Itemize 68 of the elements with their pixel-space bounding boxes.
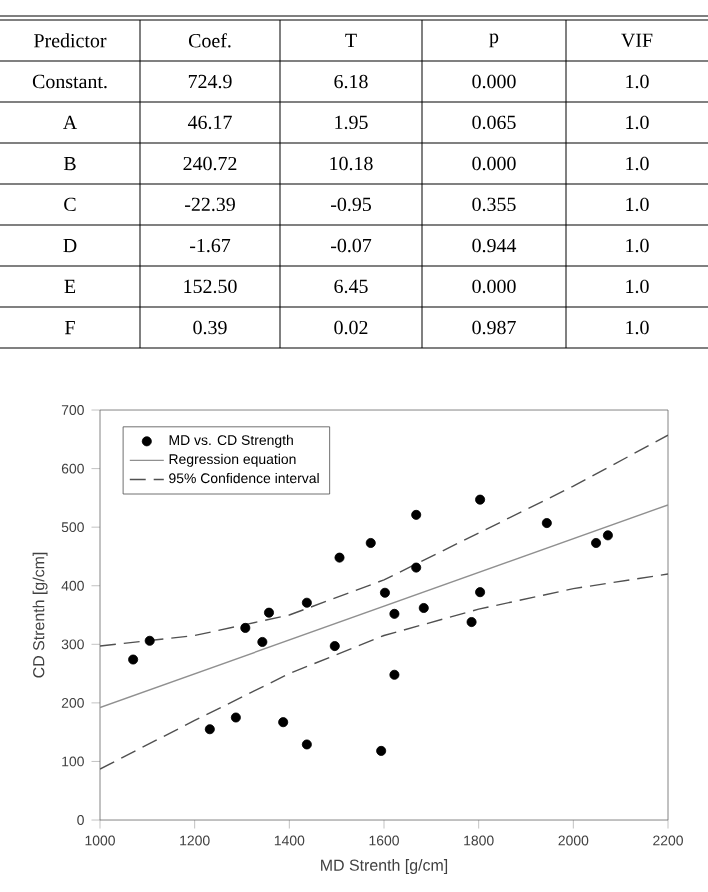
point — [365, 537, 376, 548]
text: 152.50 — [184, 279, 237, 294]
text: 240.72 — [183, 156, 237, 171]
text: 1.0 — [626, 320, 649, 335]
text: C — [64, 197, 76, 212]
text: 0.000 — [472, 156, 516, 171]
text: 0.944 — [472, 238, 517, 253]
text: D — [63, 239, 77, 253]
point — [411, 562, 422, 573]
point — [602, 530, 613, 541]
text: 1.0 — [626, 238, 649, 253]
text: -1.67 — [190, 238, 231, 253]
text: E — [64, 279, 76, 293]
text: 6.45 — [334, 279, 368, 294]
point — [264, 607, 274, 618]
point — [591, 537, 602, 548]
point — [257, 636, 268, 647]
point — [329, 641, 340, 652]
text: 0.000 — [472, 74, 516, 89]
text: 0.987 — [472, 320, 516, 335]
text: 724.9 — [188, 74, 232, 89]
text: 0.000 — [472, 279, 516, 294]
text: 1.0 — [626, 115, 649, 130]
point — [128, 654, 139, 665]
text: 1.95 — [335, 115, 368, 130]
point — [475, 494, 486, 505]
text: 0.065 — [472, 115, 516, 130]
text: Constant. — [32, 74, 107, 89]
text: -0.07 — [331, 238, 372, 253]
point — [144, 635, 155, 646]
point — [475, 587, 486, 598]
text: -22.39 — [185, 197, 235, 212]
point — [240, 622, 251, 633]
text: F — [65, 321, 75, 335]
point — [334, 552, 345, 563]
text: 0.39 — [193, 320, 227, 335]
point — [389, 669, 400, 680]
point — [301, 597, 312, 608]
text: 6.18 — [334, 74, 368, 89]
point — [379, 587, 390, 598]
text: p — [489, 33, 499, 48]
point — [389, 608, 400, 619]
text: 0.02 — [334, 320, 368, 335]
point — [466, 617, 477, 628]
text: 1.0 — [626, 279, 649, 294]
text: 1.0 — [626, 197, 649, 212]
point — [204, 724, 215, 735]
text: VIF — [621, 33, 653, 48]
line-series — [100, 573, 669, 770]
text: 1.0 — [626, 74, 649, 89]
line-series — [100, 434, 669, 647]
point — [411, 509, 422, 520]
point — [301, 739, 312, 750]
text: 1.0 — [626, 156, 649, 171]
text: A — [62, 115, 78, 129]
point — [418, 603, 429, 613]
text: 46.17 — [187, 115, 232, 130]
point — [376, 745, 387, 756]
text: -0.95 — [331, 197, 371, 212]
point — [541, 518, 552, 529]
point — [278, 717, 289, 728]
text: B — [63, 157, 76, 171]
text: T — [345, 33, 357, 47]
text: Predictor — [34, 33, 107, 48]
text: 10.18 — [330, 156, 373, 171]
text: 0.355 — [472, 197, 516, 212]
text: Coef. — [188, 33, 231, 48]
point — [230, 712, 241, 723]
